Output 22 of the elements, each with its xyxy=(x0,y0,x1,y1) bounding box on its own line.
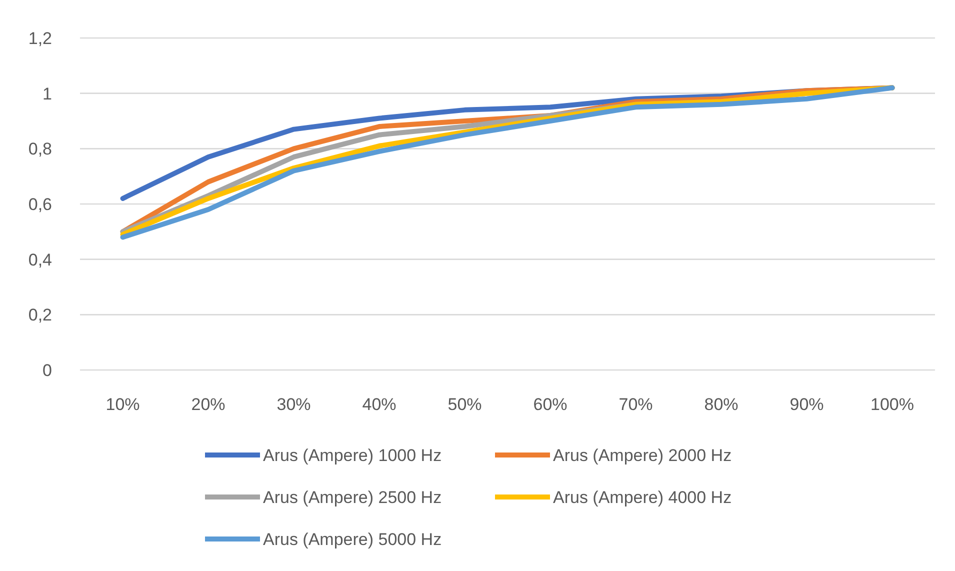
legend-label: Arus (Ampere) 2500 Hz xyxy=(263,488,442,507)
x-tick-label: 100% xyxy=(870,395,914,414)
x-tick-label: 70% xyxy=(618,395,653,414)
x-tick-label: 50% xyxy=(448,395,482,414)
y-tick-label: 1 xyxy=(42,84,52,104)
y-tick-label: 0,4 xyxy=(28,250,52,270)
legend-label: Arus (Ampere) 2000 Hz xyxy=(553,446,732,465)
y-tick-label: 0,8 xyxy=(28,140,52,159)
x-tick-label: 40% xyxy=(362,395,396,414)
y-tick-label: 0,2 xyxy=(28,306,52,325)
legend-label: Arus (Ampere) 1000 Hz xyxy=(263,446,442,465)
x-tick-label: 60% xyxy=(533,395,568,414)
legend-label: Arus (Ampere) 4000 Hz xyxy=(553,488,732,507)
x-tick-label: 10% xyxy=(106,395,140,414)
x-tick-label: 90% xyxy=(790,395,824,414)
legend-label: Arus (Ampere) 5000 Hz xyxy=(263,530,442,549)
y-tick-label: 0,6 xyxy=(28,194,52,214)
x-tick-label: 20% xyxy=(191,395,226,414)
x-tick-label: 30% xyxy=(276,395,311,414)
y-tick-label: 1,2 xyxy=(28,28,52,48)
x-tick-label: 80% xyxy=(704,395,738,414)
y-tick-label: 0 xyxy=(42,360,52,380)
